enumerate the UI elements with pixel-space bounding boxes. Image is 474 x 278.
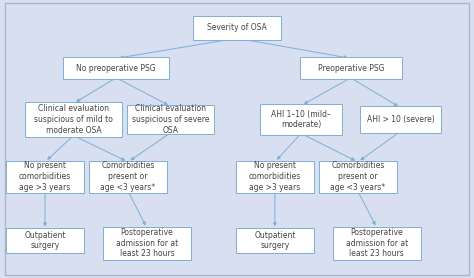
Text: AHI 1–10 (mild–
moderate): AHI 1–10 (mild– moderate): [271, 110, 331, 130]
Text: AHI > 10 (severe): AHI > 10 (severe): [367, 115, 434, 124]
Text: Preoperative PSG: Preoperative PSG: [318, 64, 384, 73]
FancyBboxPatch shape: [319, 160, 397, 192]
Text: Clinical evaluation
suspicious of severe
OSA: Clinical evaluation suspicious of severe…: [132, 104, 210, 135]
FancyBboxPatch shape: [300, 57, 401, 79]
FancyBboxPatch shape: [89, 160, 167, 192]
FancyBboxPatch shape: [103, 227, 191, 260]
FancyBboxPatch shape: [236, 228, 314, 253]
FancyBboxPatch shape: [236, 160, 314, 192]
FancyBboxPatch shape: [63, 57, 170, 79]
Text: No present
comorbidities
age >3 years: No present comorbidities age >3 years: [19, 161, 71, 192]
FancyBboxPatch shape: [127, 105, 214, 134]
FancyBboxPatch shape: [259, 104, 342, 135]
Text: No preoperative PSG: No preoperative PSG: [76, 64, 156, 73]
Text: Postoperative
admission for at
least 23 hours: Postoperative admission for at least 23 …: [346, 228, 408, 259]
Text: Severity of OSA: Severity of OSA: [207, 23, 267, 32]
FancyBboxPatch shape: [193, 16, 281, 39]
FancyBboxPatch shape: [6, 160, 84, 192]
FancyBboxPatch shape: [6, 228, 84, 253]
Text: Comorbidities
present or
age <3 years*: Comorbidities present or age <3 years*: [100, 161, 155, 192]
FancyBboxPatch shape: [25, 102, 122, 137]
Text: Postoperative
admission for at
least 23 hours: Postoperative admission for at least 23 …: [116, 228, 178, 259]
Text: No present
comorbidities
age >3 years: No present comorbidities age >3 years: [249, 161, 301, 192]
Text: Outpatient
surgery: Outpatient surgery: [24, 230, 66, 250]
FancyBboxPatch shape: [360, 106, 441, 133]
FancyBboxPatch shape: [333, 227, 420, 260]
Text: Comorbidities
present or
age <3 years*: Comorbidities present or age <3 years*: [330, 161, 385, 192]
Text: Clinical evaluation
suspicious of mild to
moderate OSA: Clinical evaluation suspicious of mild t…: [34, 104, 113, 135]
Text: Outpatient
surgery: Outpatient surgery: [254, 230, 296, 250]
